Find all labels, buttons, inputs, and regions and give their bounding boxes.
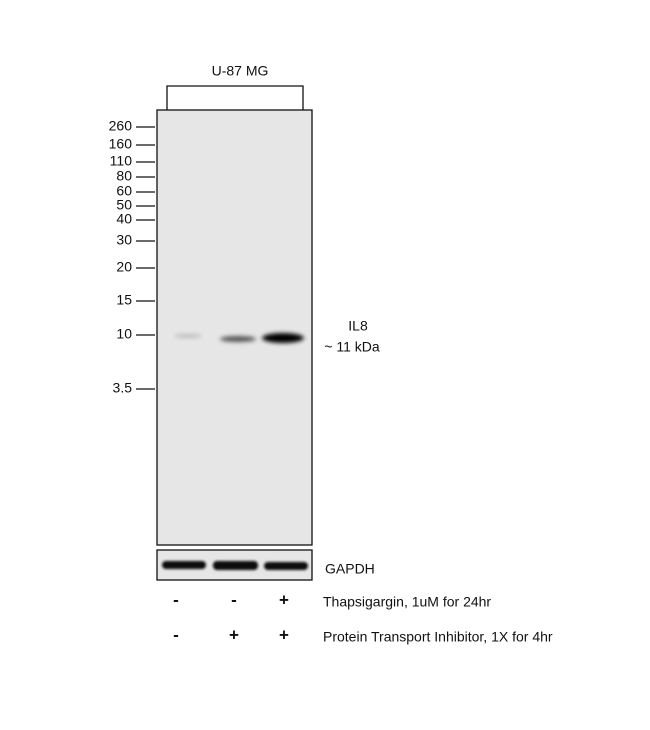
band — [262, 333, 304, 343]
cell-line-label: U-87 MG — [212, 63, 269, 79]
target-size: ~ 11 kDa — [324, 339, 380, 355]
il8-bands — [174, 333, 304, 343]
marker-label: 110 — [110, 153, 133, 169]
marker-label: 50 — [116, 197, 132, 213]
band — [174, 334, 202, 338]
band — [264, 562, 308, 570]
treatment-sign: + — [279, 590, 289, 609]
treatment-label: Thapsigargin, 1uM for 24hr — [323, 594, 491, 610]
marker-label: 10 — [116, 326, 132, 342]
marker-label: 160 — [109, 136, 133, 152]
band — [213, 561, 258, 570]
loading-control-label: GAPDH — [325, 561, 375, 577]
marker-label: 80 — [116, 168, 132, 184]
marker-label: 60 — [116, 183, 132, 199]
band — [162, 561, 206, 569]
marker-label: 15 — [116, 292, 132, 308]
blot-panel — [156, 109, 313, 546]
treatment-sign: - — [231, 590, 237, 609]
treatment-sign: + — [229, 625, 239, 644]
treatment-sign: - — [173, 625, 179, 644]
marker-label: 260 — [109, 118, 133, 134]
gapdh-bands — [162, 561, 308, 570]
band — [220, 336, 256, 342]
treatment-rows: - - + Thapsigargin, 1uM for 24hr - + + Protein … — [173, 590, 553, 644]
marker-label: 30 — [116, 232, 132, 248]
treatment-sign: - — [173, 590, 179, 609]
treatment-sign: + — [279, 625, 289, 644]
marker-label: 20 — [116, 259, 132, 275]
target-name: IL8 — [348, 318, 368, 334]
marker-label: 40 — [116, 211, 132, 227]
marker-label: 3.5 — [113, 380, 133, 396]
treatment-label: Protein Transport Inhibitor, 1X for 4hr — [323, 629, 553, 645]
lane-bracket — [166, 85, 304, 110]
